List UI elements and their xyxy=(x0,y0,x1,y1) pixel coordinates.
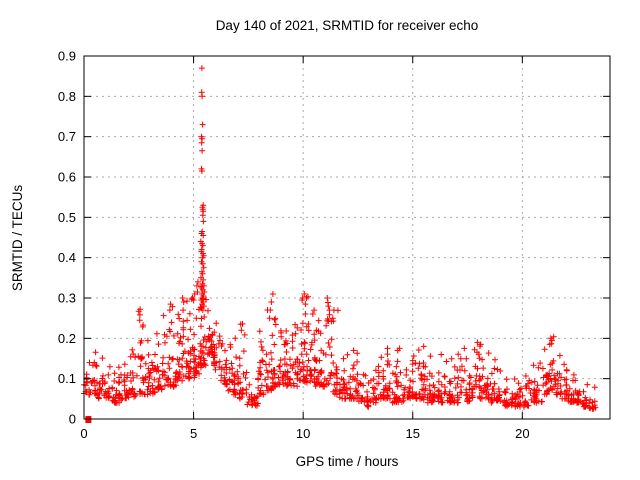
x-tick-label: 15 xyxy=(406,426,420,441)
x-tick-label: 0 xyxy=(80,426,87,441)
x-tick-label: 5 xyxy=(190,426,197,441)
frame-rect xyxy=(83,55,611,420)
chart-title: Day 140 of 2021, SRMTID for receiver ech… xyxy=(216,18,479,33)
y-tick-label: 0.7 xyxy=(58,129,76,144)
grid-lines xyxy=(84,56,610,419)
x-axis-label: GPS time / hours xyxy=(296,454,399,469)
y-tick-label: 0.6 xyxy=(58,170,76,185)
y-tick-label: 0 xyxy=(69,412,76,427)
y-tick-label: 0.5 xyxy=(58,210,76,225)
y-tick-label: 0.3 xyxy=(58,291,76,306)
x-tick-label: 20 xyxy=(515,426,529,441)
tick-labels: 0 5 10 15 20 0 0.1 0.2 0.3 0.4 0.5 0.6 0.7 0.8 0.9 xyxy=(58,49,530,442)
y-tick-label: 0.1 xyxy=(58,371,76,386)
y-tick-label: 0.8 xyxy=(58,89,76,104)
y-tick-label: 0.4 xyxy=(58,250,76,265)
y-tick-label: 0.2 xyxy=(58,331,76,346)
y-axis-label: SRMTID / TECUs xyxy=(10,185,25,292)
y-tick-label: 0.9 xyxy=(58,49,76,64)
x-tick-label: 10 xyxy=(296,426,310,441)
axis-ticks xyxy=(83,55,610,420)
plot-frame xyxy=(83,55,611,420)
data-points xyxy=(81,65,599,423)
scatter-plus-markers xyxy=(81,65,599,412)
